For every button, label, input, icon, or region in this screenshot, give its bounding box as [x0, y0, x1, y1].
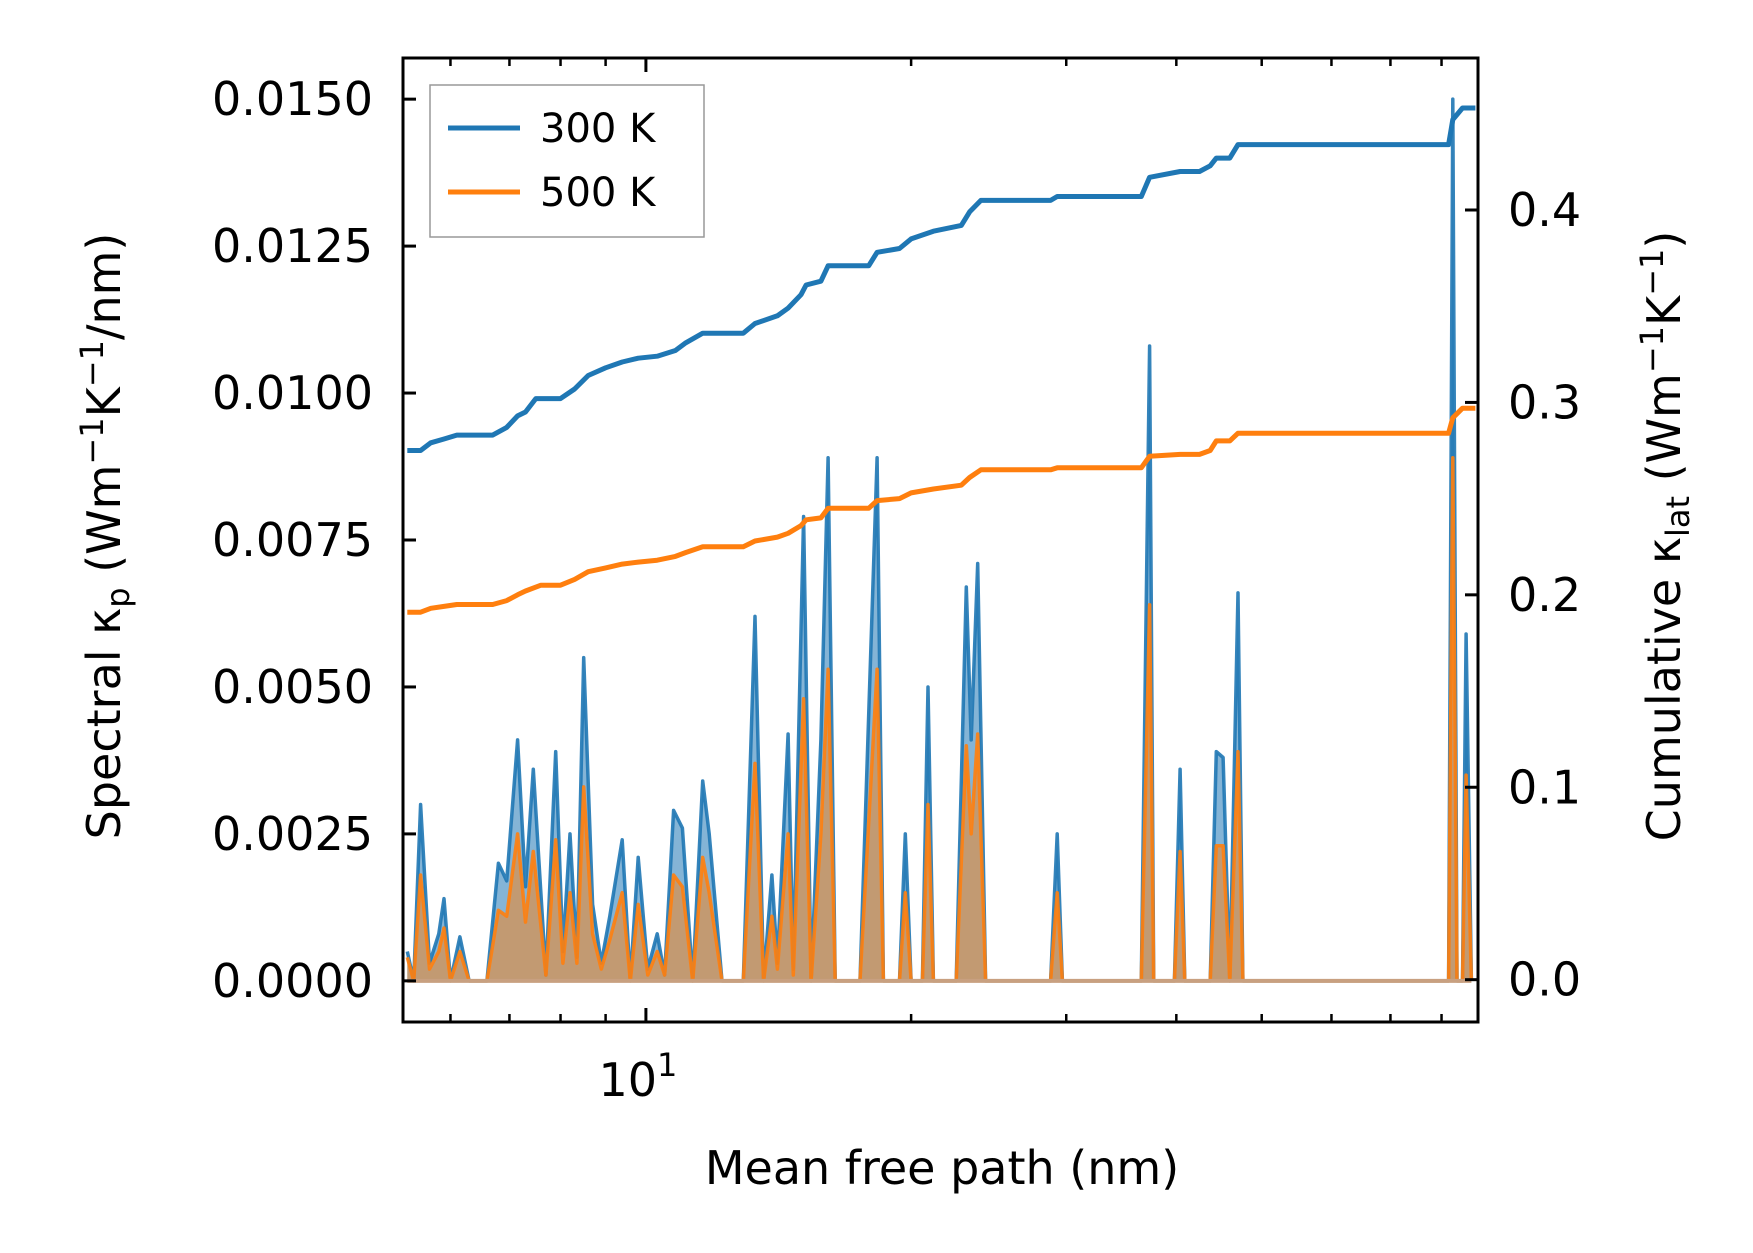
- y-left-tick-label: 0.0075: [212, 513, 373, 567]
- y-right-tick-label: 0.2: [1508, 568, 1581, 622]
- x-tick-label: 101: [598, 1046, 677, 1107]
- y-left-tick-label: 0.0125: [212, 219, 373, 273]
- y-left-tick-label: 0.0000: [212, 954, 373, 1008]
- legend-label-300k: 300 K: [540, 106, 657, 152]
- plot-area: [405, 97, 1476, 983]
- y-left-tick-label: 0.0100: [212, 366, 373, 420]
- y-left-tick-label: 0.0150: [212, 72, 373, 126]
- spectral-layer: [405, 97, 1474, 983]
- y-left-tick-label: 0.0050: [212, 660, 373, 714]
- legend-box: [429, 84, 705, 238]
- spectral-area-500k: [407, 457, 1472, 981]
- cumulative-layer: [407, 105, 1476, 615]
- legend-label-500k: 500 K: [540, 170, 657, 216]
- y-right-tick-label: 0.1: [1508, 760, 1581, 814]
- y-left-axis-title: Spectral κp (Wm−1K−1/nm): [73, 233, 137, 840]
- x-axis-title: Mean free path (nm): [705, 1141, 1179, 1195]
- y-right-tick-label: 0.3: [1508, 375, 1581, 429]
- y-right-tick-label: 0.0: [1508, 953, 1581, 1007]
- y-left-tick-label: 0.0025: [212, 807, 373, 861]
- axis-ticks: 0.00000.00250.00500.00750.01000.01250.01…: [212, 58, 1581, 1107]
- spectral-line-500k: [405, 455, 1474, 983]
- legend: 300 K 500 K: [429, 84, 705, 238]
- cumulative-line-300k: [407, 105, 1476, 453]
- cumulative-line-500k: [407, 405, 1476, 615]
- y-right-axis-title: Cumulative κlat (Wm−1K−1): [1633, 231, 1697, 842]
- y-right-tick-label: 0.4: [1508, 183, 1581, 237]
